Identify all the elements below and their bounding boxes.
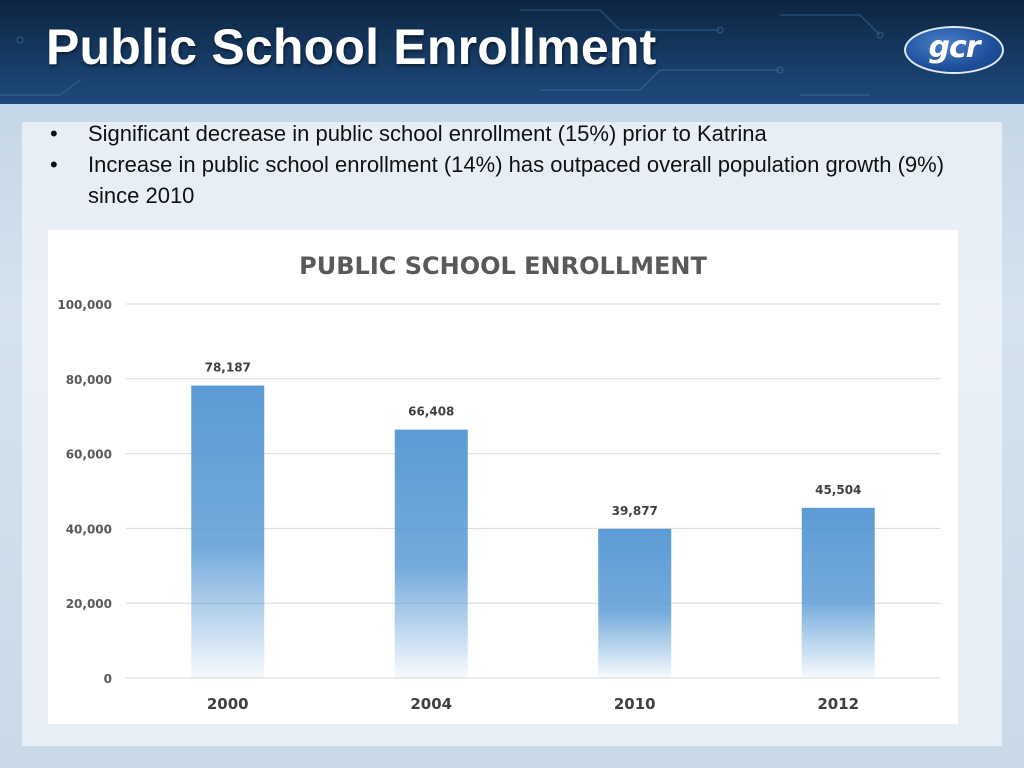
circuit-decoration bbox=[0, 9, 884, 96]
bar bbox=[598, 528, 672, 678]
data-label: 78,187 bbox=[205, 361, 251, 375]
x-tick-label: 2004 bbox=[410, 695, 452, 713]
bullet-text: Significant decrease in public school en… bbox=[88, 121, 767, 146]
logo-oval bbox=[904, 26, 1004, 74]
y-tick-label: 100,000 bbox=[57, 298, 112, 312]
chart-container: PUBLIC SCHOOL ENROLLMENT 0 20,000 40,000 60… bbox=[48, 230, 958, 724]
gcr-logo: gcr bbox=[904, 26, 1004, 74]
bar-chart: PUBLIC SCHOOL ENROLLMENT 0 20,000 40,000 60… bbox=[57, 252, 940, 713]
y-tick-label: 60,000 bbox=[66, 448, 112, 462]
bar bbox=[191, 385, 265, 678]
bar bbox=[801, 507, 875, 678]
title-bar: Public School Enrollment gcr bbox=[0, 0, 1024, 104]
x-tick-label: 2012 bbox=[817, 695, 859, 713]
y-tick-label: 40,000 bbox=[66, 522, 112, 536]
bullet-list: • Significant decrease in public school … bbox=[48, 118, 968, 211]
data-label: 66,408 bbox=[408, 405, 454, 419]
data-label: 39,877 bbox=[612, 504, 658, 518]
y-tick-label: 20,000 bbox=[66, 597, 112, 611]
bullet-text: Increase in public school enrollment (14… bbox=[88, 152, 945, 208]
y-tick-label: 0 bbox=[104, 672, 112, 686]
x-tick-label: 2010 bbox=[614, 695, 656, 713]
x-tick-label: 2000 bbox=[207, 695, 249, 713]
y-tick-label: 80,000 bbox=[66, 373, 112, 387]
chart-title: PUBLIC SCHOOL ENROLLMENT bbox=[299, 252, 707, 280]
logo-text: gcr bbox=[928, 30, 980, 65]
bar bbox=[394, 429, 468, 678]
bullet-item: • Significant decrease in public school … bbox=[48, 118, 968, 149]
bullet-item: • Increase in public school enrollment (… bbox=[48, 149, 968, 211]
page-title: Public School Enrollment bbox=[46, 19, 657, 75]
data-label: 45,504 bbox=[815, 483, 861, 497]
bullet-dot-icon: • bbox=[50, 121, 58, 146]
bullet-dot-icon: • bbox=[50, 152, 58, 177]
